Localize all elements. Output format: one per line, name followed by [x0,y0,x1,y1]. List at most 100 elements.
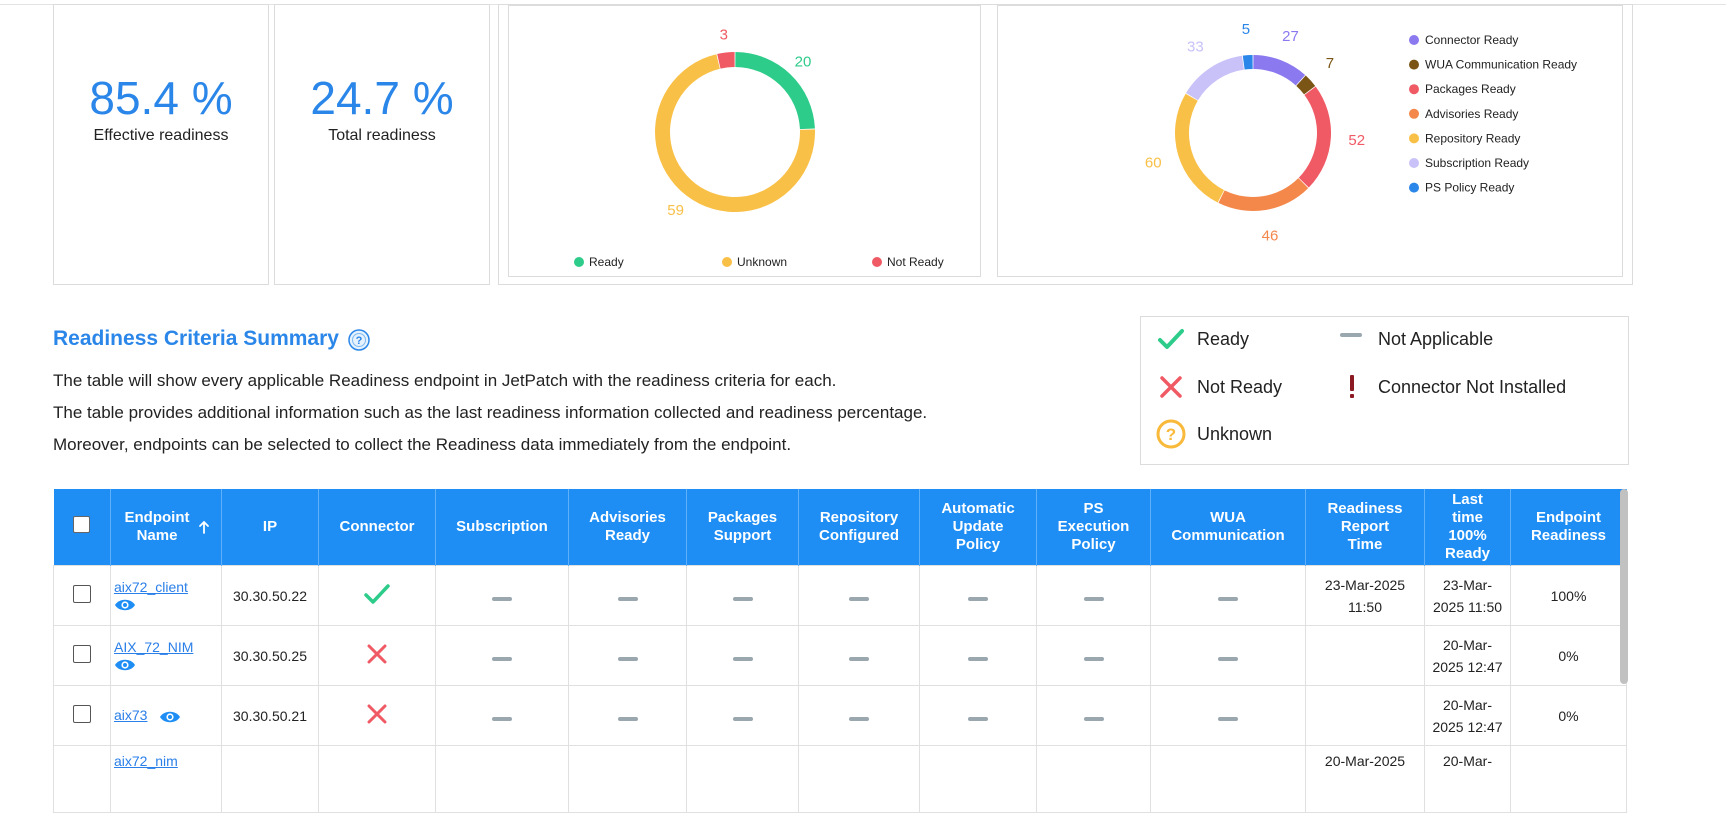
endpoint-link[interactable]: AIX_72_NIM [114,639,194,656]
total-readiness-card: 24.7 % Total readiness [274,4,490,285]
legend-label-subscription-ready: Subscription Ready [1425,156,1529,170]
status-legend: Ready Not Applicable Not Ready Connector… [1140,316,1629,465]
eye-icon[interactable] [159,710,181,724]
legend-marker-subscription-ready [1409,158,1419,168]
col-subscription[interactable]: Subscription [435,489,569,566]
data-label-wua-communication-ready: 7 [1326,55,1334,72]
legend-label-packages-ready: Packages Ready [1425,82,1516,96]
slice-subscription-ready[interactable] [1186,55,1244,101]
legend-ready-label: Ready [1197,328,1250,349]
legend-ready: Ready [1155,323,1249,355]
description-line-2: The table provides additional informatio… [53,403,928,422]
legend-connector-not-installed: Connector Not Installed [1336,371,1566,403]
total-readiness-label: Total readiness [328,127,436,144]
section-title: Readiness Criteria Summary [53,327,339,350]
x-icon [367,644,387,664]
report-time-cell [1305,685,1425,746]
data-label-advisories-ready: 46 [1262,228,1279,245]
last-ready-cell: 20-Mar-2025 12:47 [1424,685,1511,746]
dash-icon [1218,656,1238,661]
slice-repository-ready[interactable] [1175,93,1225,203]
svg-text:?: ? [356,335,363,347]
dash-icon [968,716,988,721]
col-readiness-report-time[interactable]: Readiness Report Time [1305,489,1425,566]
readiness-cell: 0% [1510,625,1627,686]
dash-icon [492,656,512,661]
col-automatic-update-policy[interactable]: Automatic Update Policy [919,489,1037,566]
endpoint-link[interactable]: aix72_nim [114,753,178,769]
dash-icon [1083,596,1104,601]
row-checkbox[interactable] [73,705,91,723]
arrow-up-icon[interactable] [198,520,210,534]
last-ready-cell: 23-Mar-2025 11:50 [1424,565,1511,626]
slice-not-ready[interactable] [717,52,735,69]
col-endpoint-readiness[interactable]: Endpoint Readiness [1510,489,1627,566]
select-all-checkbox[interactable] [73,516,91,533]
charts-panel: 20 59 3 Ready Unknown Not Ready 27 7 52 46 60 33 5 C… [498,4,1633,285]
slice-connector-ready[interactable] [1253,55,1306,86]
dash-icon [732,596,753,601]
eye-icon[interactable] [114,658,136,672]
readiness-table: Endpoint Name IP Connector Subscription … [53,489,1627,813]
dash-icon [492,596,512,601]
legend-connector-not-installed-label: Connector Not Installed [1378,376,1567,397]
select-all-header[interactable] [53,489,111,566]
col-last-time-ready[interactable]: Last time 100% Ready [1424,489,1511,566]
data-label-packages-ready: 52 [1348,132,1365,149]
eye-icon[interactable] [114,598,136,612]
dash-icon [492,716,512,721]
data-label-not-ready: 3 [720,27,728,44]
table-row: aix73 30.30.50.21 20-Mar-2025 12:47 0% [53,685,1627,746]
slice-advisories-ready[interactable] [1218,178,1309,211]
slice-packages-ready[interactable] [1298,86,1331,188]
col-endpoint-name-label: Endpoint Name [124,509,190,544]
col-wua-communication[interactable]: WUA Communication [1150,489,1306,566]
readiness-cell: 0% [1510,685,1627,746]
legend-marker-wua-communication-ready [1409,59,1419,70]
legend-marker-ready [574,257,584,267]
slice-ready[interactable] [735,52,815,130]
total-readiness-value: 24.7 % [310,72,454,124]
endpoint-link[interactable]: aix73 [114,707,148,724]
criteria-readiness-donut-chart: 27 7 52 46 60 33 5 Connector Ready WUA Communica… [1145,21,1577,245]
dash-icon [1218,716,1238,721]
dash-icon [1083,656,1104,661]
col-ps-execution-policy[interactable]: PS Execution Policy [1036,489,1151,566]
col-repository-configured[interactable]: Repository Configured [798,489,920,566]
data-label-repository-ready: 60 [1145,154,1162,171]
row-checkbox[interactable] [73,585,91,603]
col-packages-support[interactable]: Packages Support [686,489,799,566]
row-checkbox[interactable] [73,645,91,663]
effective-readiness-card: 85.4 % Effective readiness [53,4,269,285]
col-ip[interactable]: IP [221,489,319,566]
col-endpoint-name[interactable]: Endpoint Name [110,489,222,566]
endpoint-readiness-donut-chart: 20 59 3 Ready Unknown Not Ready [574,27,944,269]
legend-not-applicable-label: Not Applicable [1378,328,1494,349]
dash-icon [732,656,753,661]
dash-icon [617,716,638,721]
dash-icon [849,656,869,661]
col-advisories-ready[interactable]: Advisories Ready [568,489,687,566]
legend-unknown: ? Unknown [1155,418,1272,450]
legend-marker-advisories-ready [1409,108,1419,119]
legend-unknown-label: Unknown [1197,423,1273,444]
report-time-cell: 23-Mar-2025 11:50 [1305,565,1425,626]
endpoint-link[interactable]: aix72_client [114,579,188,596]
question-circle-icon[interactable]: ? [348,329,370,351]
col-connector[interactable]: Connector [318,489,436,566]
slice-wua-communication-ready[interactable] [1296,75,1316,95]
slice-ps-policy-ready[interactable] [1242,55,1253,70]
legend-label-ready: Ready [589,255,624,269]
legend-label-wua-communication-ready: WUA Communication Ready [1425,58,1577,72]
table-scrollbar[interactable] [1620,489,1628,684]
description-line-3: Moreover, endpoints can be selected to c… [53,435,792,454]
dash-icon [732,716,753,721]
legend-marker-not-ready [872,257,882,267]
dash-icon [617,656,638,661]
legend-label-not-ready: Not Ready [887,255,944,269]
dash-icon [617,596,638,601]
legend-not-ready-label: Not Ready [1197,376,1283,397]
dash-icon [1083,716,1104,721]
effective-readiness-value: 85.4 % [89,72,233,124]
data-label-unknown: 59 [667,202,684,219]
